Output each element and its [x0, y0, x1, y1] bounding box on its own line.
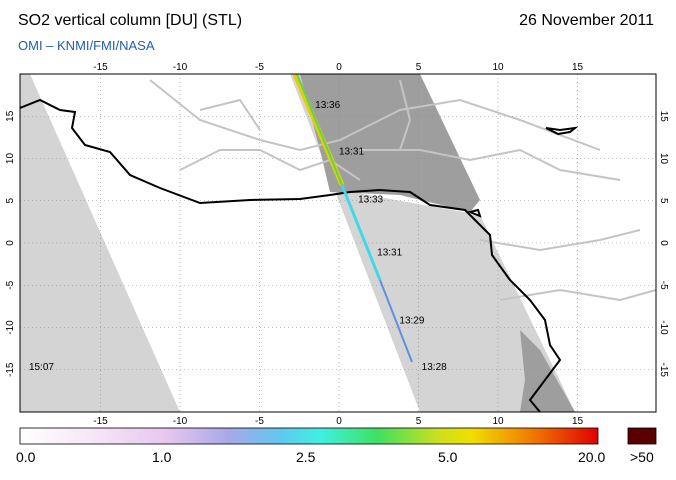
legend-label-5: >50 — [630, 449, 654, 465]
map-frame — [19, 73, 657, 413]
lat-tick-left: -5 — [5, 280, 16, 289]
orbit-time-label: 13:36 — [315, 100, 340, 111]
lat-tick-left: 5 — [5, 198, 16, 204]
lat-tick-right: -15 — [658, 363, 669, 378]
lon-tick-top: 5 — [416, 62, 422, 73]
colorbar — [19, 427, 599, 445]
coastline — [20, 98, 562, 412]
shadow-area-north — [300, 74, 480, 212]
lat-tick-left: -10 — [5, 320, 16, 335]
orbit-track-mid — [340, 184, 382, 281]
legend-label-4: 20.0 — [578, 449, 606, 465]
country-borders — [149, 79, 656, 302]
lat-tick-right: 15 — [658, 111, 669, 123]
lon-tick-top: 15 — [572, 62, 584, 73]
lon-tick-bottom: -15 — [93, 416, 108, 427]
orbit-time-label: 13:29 — [399, 315, 424, 326]
lon-tick-bottom: 15 — [572, 416, 584, 427]
map-date: 26 November 2011 — [519, 12, 654, 29]
lon-tick-top: -15 — [93, 62, 108, 73]
lat-tick-right: -10 — [658, 320, 669, 335]
lat-tick-left: -15 — [5, 362, 16, 377]
orbit-time-label: 13:28 — [422, 362, 447, 373]
lon-tick-bottom: 10 — [492, 416, 504, 427]
lat-tick-left: 0 — [5, 240, 16, 246]
legend-label-3: 5.0 — [438, 449, 458, 465]
lon-tick-top: 0 — [336, 62, 342, 73]
lat-tick-right: 10 — [658, 153, 669, 165]
island-outline — [466, 208, 482, 218]
legend-label-0: 0.0 — [16, 449, 36, 465]
lat-tick-right: 5 — [658, 198, 669, 204]
lat-tick-right: 0 — [658, 240, 669, 246]
lake-outline — [545, 126, 579, 136]
lon-tick-bottom: -5 — [255, 416, 264, 427]
legend-label-1: 1.0 — [152, 449, 172, 465]
orbit-time-label: 13:31 — [339, 146, 364, 157]
lon-tick-top: 10 — [492, 62, 504, 73]
orbit-track-north-core — [296, 74, 343, 186]
orbit-time-label: 15:07 — [29, 362, 54, 373]
axis-ticks: -15 -15 -10 -10 -5 -5 0 0 5 5 10 10 15 15 15 15 10 10 5 5 0 0… — [5, 62, 669, 427]
lon-tick-top: -10 — [173, 62, 188, 73]
lat-tick-left: 15 — [5, 110, 16, 122]
data-credit: OMI – KNMI/FMI/NASA — [18, 38, 155, 53]
map-title: SO2 vertical column [DU] (STL) — [18, 12, 243, 29]
orbit-time-labels: 13:36 13:31 13:33 13:31 13:29 13:28 15:07 — [29, 100, 447, 373]
lon-tick-bottom: -10 — [173, 416, 188, 427]
orbit-track-south — [379, 279, 413, 363]
lat-tick-left: 10 — [5, 153, 16, 165]
legend-label-2: 2.5 — [296, 449, 316, 465]
colorbar-overflow — [627, 427, 657, 445]
orbit-time-label: 13:31 — [377, 248, 402, 259]
lon-tick-bottom: 5 — [416, 416, 422, 427]
lon-tick-top: -5 — [255, 62, 264, 73]
orbit-time-label: 13:33 — [358, 194, 383, 205]
lat-tick-right: -5 — [658, 281, 669, 290]
shadow-area-south — [520, 330, 575, 412]
lon-tick-bottom: 0 — [336, 416, 342, 427]
